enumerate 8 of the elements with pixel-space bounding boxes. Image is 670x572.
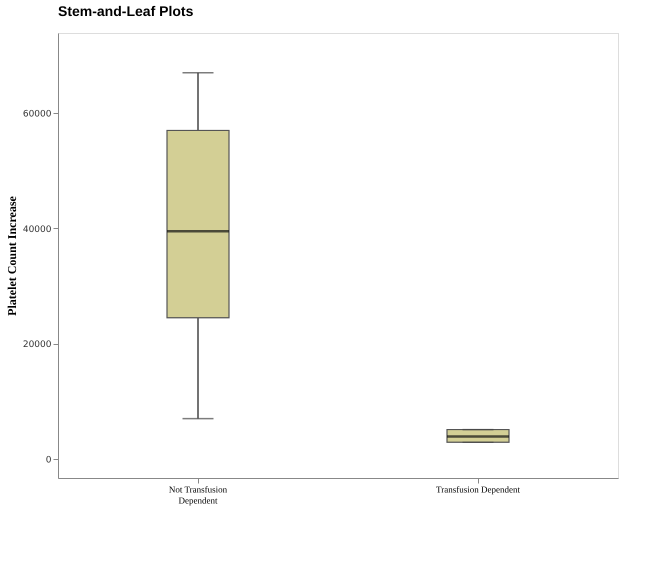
y-tick-label: 20000	[22, 340, 52, 350]
x-tick-label: Transfusion Dependent	[436, 484, 520, 494]
y-tick-label: 40000	[22, 224, 52, 235]
y-axis-title: Platelet Count Increase	[4, 195, 19, 316]
y-tick-label: 60000	[22, 110, 52, 120]
y-tick-label: 0	[46, 455, 52, 466]
chart-title: Stem-and-Leaf Plots	[58, 3, 194, 19]
x-tick-label: Not Transfusion Dependent	[168, 484, 228, 506]
